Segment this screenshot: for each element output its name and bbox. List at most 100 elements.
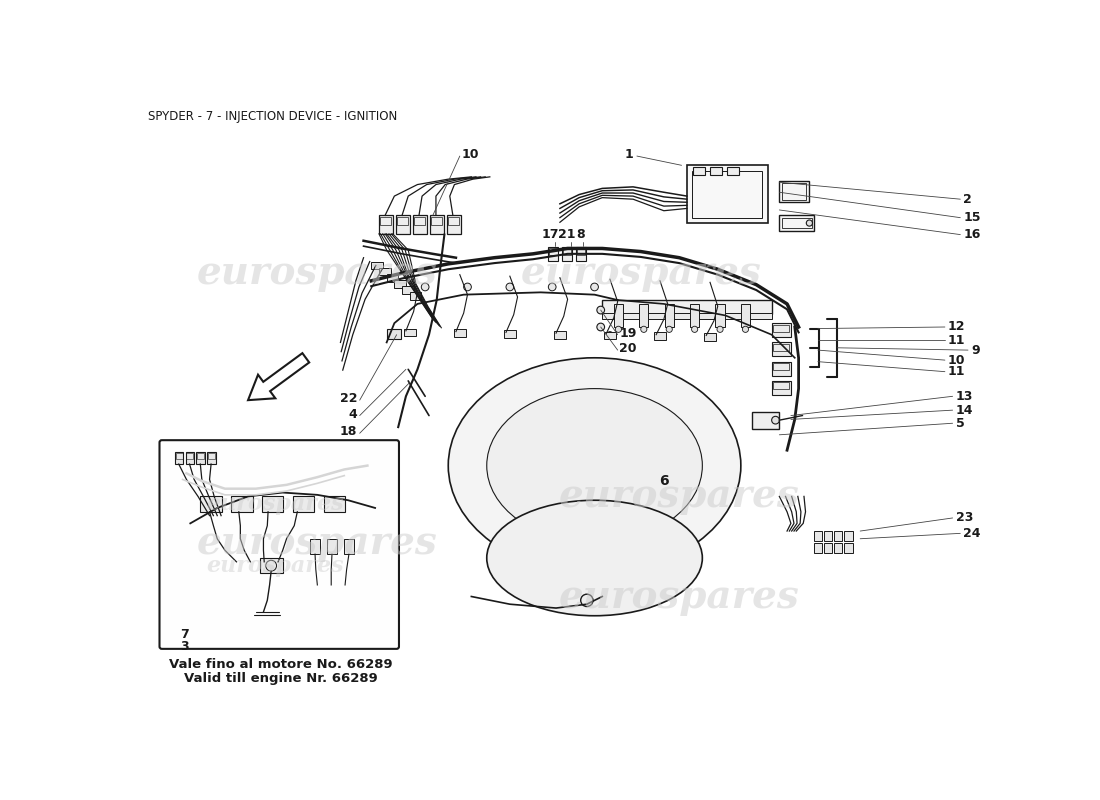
Bar bbox=[603, 313, 772, 319]
Text: eurospares: eurospares bbox=[559, 578, 800, 615]
Bar bbox=[381, 217, 392, 226]
Bar bbox=[504, 330, 516, 338]
Bar bbox=[563, 249, 572, 255]
Text: eurospares: eurospares bbox=[206, 493, 344, 515]
Text: 18: 18 bbox=[340, 426, 358, 438]
Bar bbox=[343, 538, 354, 554]
Bar bbox=[844, 543, 852, 554]
Bar bbox=[773, 344, 790, 351]
Circle shape bbox=[640, 326, 647, 332]
Bar bbox=[576, 247, 586, 261]
Bar bbox=[834, 543, 843, 554]
Bar bbox=[176, 453, 183, 458]
Text: 15: 15 bbox=[964, 211, 981, 224]
Bar bbox=[409, 292, 421, 300]
Text: 11: 11 bbox=[948, 365, 966, 378]
Circle shape bbox=[581, 594, 593, 606]
Circle shape bbox=[717, 326, 723, 332]
Bar bbox=[603, 300, 772, 314]
Bar bbox=[715, 304, 725, 327]
Bar bbox=[197, 453, 205, 458]
Text: 17: 17 bbox=[542, 228, 560, 241]
Bar bbox=[824, 531, 833, 541]
Bar bbox=[604, 332, 616, 339]
Text: 5: 5 bbox=[956, 417, 965, 430]
Text: 21: 21 bbox=[558, 228, 575, 241]
Bar bbox=[447, 215, 461, 234]
Text: 23: 23 bbox=[956, 511, 974, 525]
Circle shape bbox=[667, 326, 672, 332]
Bar bbox=[262, 496, 284, 512]
Bar bbox=[231, 496, 253, 512]
Bar bbox=[782, 218, 812, 229]
Text: eurospares: eurospares bbox=[197, 524, 438, 562]
Bar bbox=[704, 333, 716, 341]
Circle shape bbox=[597, 323, 605, 331]
Ellipse shape bbox=[486, 500, 702, 616]
Text: eurospares: eurospares bbox=[520, 254, 761, 292]
FancyArrow shape bbox=[249, 353, 309, 400]
Bar bbox=[814, 543, 823, 554]
Text: 14: 14 bbox=[956, 404, 974, 417]
Bar bbox=[387, 274, 398, 282]
Text: 22: 22 bbox=[340, 392, 358, 405]
Bar bbox=[430, 215, 443, 234]
Bar bbox=[404, 329, 416, 336]
Bar bbox=[690, 304, 700, 327]
Bar bbox=[197, 452, 205, 464]
Bar bbox=[773, 325, 790, 332]
Circle shape bbox=[421, 283, 429, 291]
Bar bbox=[562, 247, 572, 261]
Bar bbox=[727, 167, 739, 174]
Bar bbox=[772, 342, 791, 356]
Circle shape bbox=[806, 220, 813, 226]
Text: 13: 13 bbox=[956, 390, 974, 403]
Bar bbox=[207, 452, 216, 464]
Circle shape bbox=[772, 416, 779, 424]
Bar bbox=[453, 330, 466, 337]
Bar bbox=[553, 331, 566, 338]
Bar bbox=[412, 215, 427, 234]
Bar bbox=[773, 382, 790, 390]
Bar bbox=[293, 496, 315, 512]
Bar bbox=[653, 332, 667, 340]
Circle shape bbox=[742, 326, 749, 332]
Ellipse shape bbox=[449, 358, 740, 574]
Circle shape bbox=[607, 332, 613, 338]
Bar bbox=[741, 304, 750, 327]
Text: 20: 20 bbox=[619, 342, 637, 355]
Bar bbox=[772, 362, 791, 375]
Bar bbox=[396, 215, 409, 234]
Circle shape bbox=[597, 306, 605, 314]
Text: 12: 12 bbox=[948, 321, 966, 334]
Bar bbox=[824, 543, 833, 554]
Bar bbox=[397, 217, 408, 226]
Circle shape bbox=[548, 283, 557, 291]
Circle shape bbox=[464, 283, 472, 291]
Bar bbox=[664, 304, 674, 327]
Bar bbox=[323, 496, 345, 512]
Bar bbox=[378, 268, 390, 275]
Bar bbox=[372, 262, 383, 270]
Bar bbox=[200, 496, 222, 512]
Text: 8: 8 bbox=[576, 228, 585, 241]
Bar bbox=[782, 183, 806, 200]
Text: 2: 2 bbox=[964, 193, 972, 206]
Text: 10: 10 bbox=[948, 354, 966, 366]
Bar bbox=[260, 558, 283, 574]
Bar bbox=[378, 215, 393, 234]
Bar bbox=[814, 531, 823, 541]
Bar bbox=[773, 363, 790, 370]
Bar bbox=[549, 249, 558, 255]
Ellipse shape bbox=[486, 389, 702, 542]
Bar bbox=[415, 217, 425, 226]
Circle shape bbox=[692, 326, 697, 332]
Text: 19: 19 bbox=[619, 326, 637, 340]
Bar bbox=[175, 452, 184, 464]
Text: eurospares: eurospares bbox=[197, 254, 438, 292]
Bar bbox=[387, 330, 400, 338]
Bar bbox=[779, 181, 808, 202]
Text: Valid till engine Nr. 66289: Valid till engine Nr. 66289 bbox=[185, 672, 378, 685]
Bar bbox=[449, 217, 459, 226]
Bar bbox=[711, 167, 723, 174]
